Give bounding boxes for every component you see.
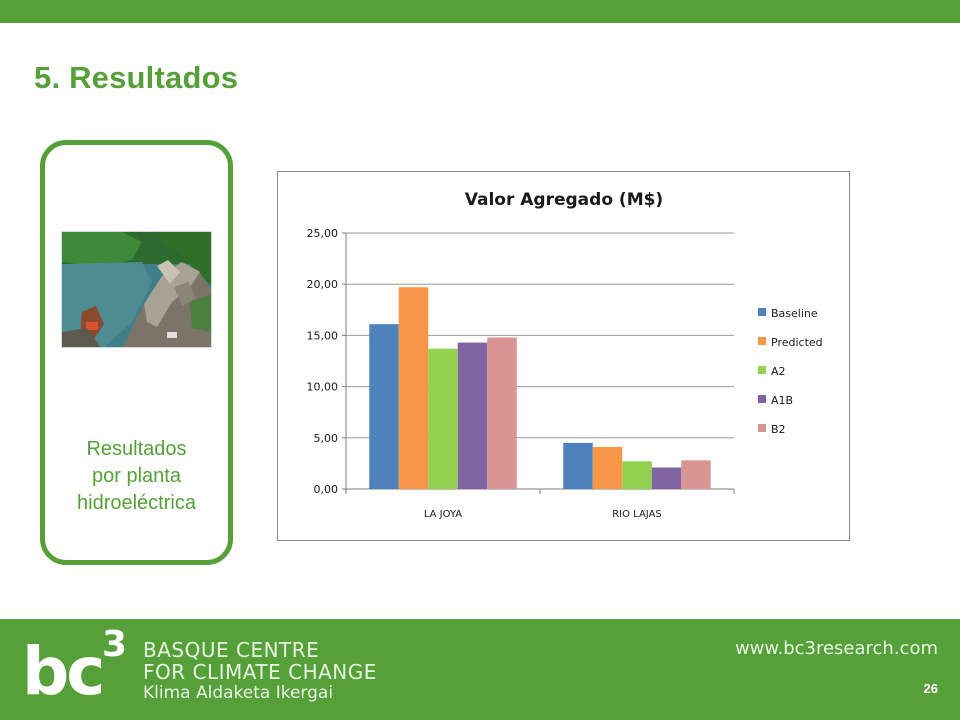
- footer-bar: [0, 619, 960, 720]
- legend-swatch: [758, 395, 766, 403]
- org-name-line3: Klima Aldaketa Ikergai: [143, 683, 334, 703]
- legend-label: A2: [771, 365, 786, 378]
- bar: [369, 324, 399, 489]
- bc3-logo-superscript: 3: [102, 624, 127, 665]
- dam-photo: [61, 231, 212, 348]
- card-caption: Resultados por planta hidroeléctrica: [45, 436, 228, 517]
- top-accent-bar: [0, 0, 960, 23]
- legend-label: B2: [771, 423, 786, 436]
- chart-canvas: Valor Agregado (M$) 0,00 5,00 10,00 15,00 20,…: [307, 190, 823, 520]
- org-name-line1: BASQUE CENTRE: [143, 638, 320, 662]
- bar: [487, 337, 517, 489]
- legend-label: Baseline: [771, 307, 818, 320]
- legend-swatch: [758, 424, 766, 432]
- legend-label: A1B: [771, 394, 793, 407]
- y-tick-label: 5,00: [314, 432, 339, 445]
- card-caption-line: Resultados: [86, 438, 187, 460]
- bar: [563, 442, 593, 489]
- org-name-line2: FOR CLIMATE CHANGE: [143, 660, 377, 684]
- bar: [651, 467, 682, 489]
- legend-swatch: [758, 337, 766, 345]
- page-number: 26: [923, 681, 938, 696]
- bar: [428, 348, 458, 489]
- bar: [681, 460, 711, 489]
- bar: [457, 342, 488, 489]
- value-added-chart: Valor Agregado (M$) 0,00 5,00 10,00 15,00 20,…: [277, 171, 850, 541]
- bar: [592, 447, 623, 489]
- y-tick-label: 20,00: [307, 278, 339, 291]
- legend-swatch: [758, 308, 766, 316]
- slide-title: 5. Resultados: [34, 60, 239, 95]
- y-tick-label: 0,00: [314, 483, 339, 496]
- card-caption-line: por planta: [92, 465, 181, 487]
- website-link[interactable]: www.bc3research.com: [734, 638, 938, 659]
- y-tick-label: 15,00: [307, 329, 339, 342]
- bar: [622, 461, 652, 489]
- legend-swatch: [758, 366, 766, 374]
- legend-label: Predicted: [771, 336, 823, 349]
- bc3-logo-text: bc: [22, 633, 102, 702]
- chart-title: Valor Agregado (M$): [465, 190, 663, 210]
- bar: [398, 287, 429, 489]
- y-tick-label: 25,00: [307, 227, 339, 240]
- result-card: [40, 140, 233, 565]
- y-tick-label: 10,00: [307, 381, 339, 394]
- bc3-logo: bc 3: [22, 624, 127, 702]
- card-caption-line: hidroeléctrica: [77, 492, 196, 514]
- category-label: RIO LAJAS: [612, 509, 662, 520]
- category-label: LA JOYA: [424, 509, 462, 520]
